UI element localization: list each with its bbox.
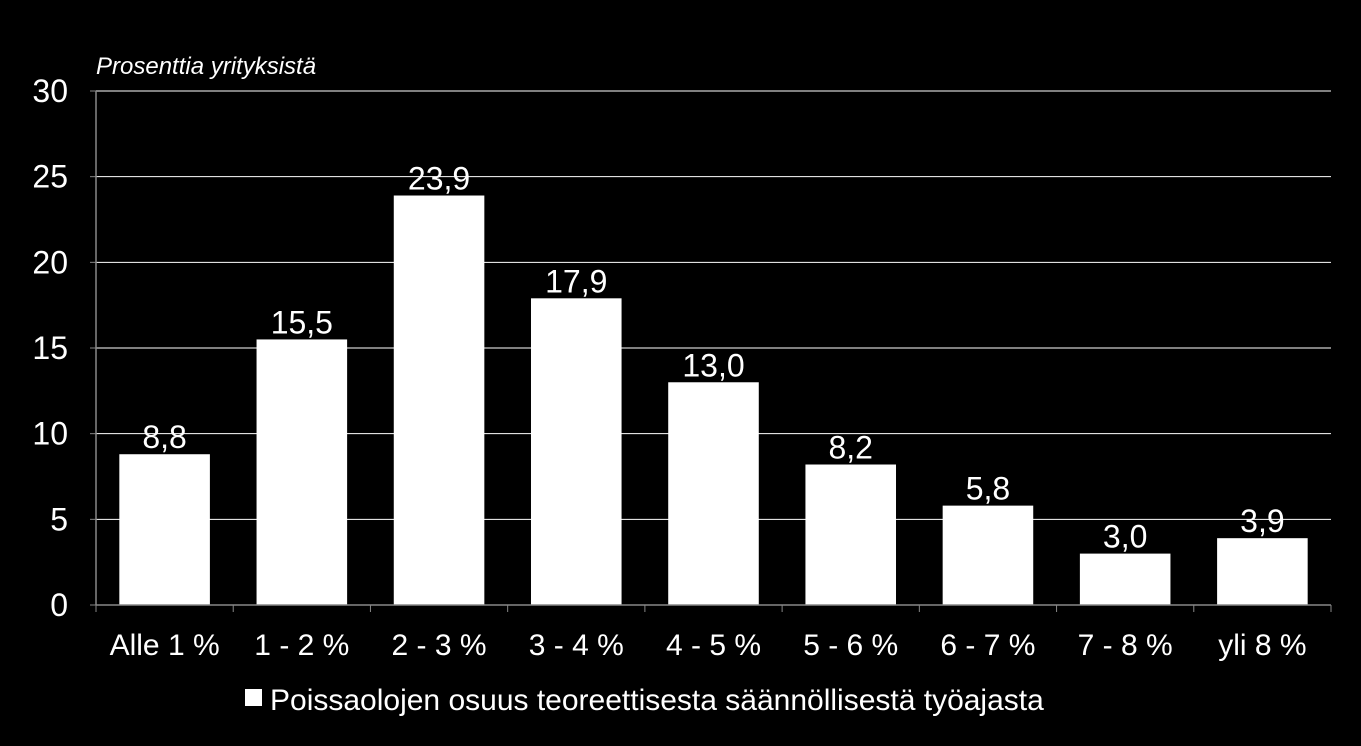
legend-label: Poissaolojen osuus teoreettisesta säännö…	[270, 684, 1044, 717]
x-tick-label: yli 8 %	[1218, 629, 1306, 662]
x-tick-labels: Alle 1 % 1 - 2 % 2 - 3 % 3 - 4 % 4 - 5 % 5 - …	[110, 629, 1307, 662]
y-tick-label: 10	[32, 416, 68, 452]
data-label: 8,8	[142, 419, 186, 455]
x-tick-label: 7 - 8 %	[1078, 629, 1173, 662]
y-tick-label: 5	[50, 501, 68, 537]
data-label: 23,9	[408, 161, 470, 197]
x-tick-label: 6 - 7 %	[940, 629, 1035, 662]
bar	[1079, 553, 1171, 605]
bar	[393, 195, 485, 605]
y-tick-label: 25	[32, 159, 68, 195]
x-tick-label: 4 - 5 %	[666, 629, 761, 662]
x-tick-label: 1 - 2 %	[254, 629, 349, 662]
bar	[530, 298, 622, 605]
data-label: 3,0	[1103, 519, 1147, 555]
x-tick-label: 3 - 4 %	[529, 629, 624, 662]
bars	[119, 195, 1308, 605]
x-tick-label: Alle 1 %	[110, 629, 220, 662]
bar	[942, 505, 1034, 605]
x-tick-label: 5 - 6 %	[803, 629, 898, 662]
axes	[90, 90, 1332, 612]
y-tick-label: 20	[32, 244, 68, 280]
data-label: 8,2	[828, 430, 872, 466]
legend-swatch	[245, 689, 262, 706]
legend: Poissaolojen osuus teoreettisesta säännö…	[245, 684, 1044, 717]
y-tick-label: 15	[32, 330, 68, 366]
data-label: 3,9	[1240, 503, 1284, 539]
data-label: 13,0	[682, 347, 744, 383]
data-label: 5,8	[966, 471, 1010, 507]
data-labels: 8,8 15,5 23,9 17,9 13,0 8,2 5,8 3,0 3,9	[142, 161, 1284, 555]
bar	[119, 454, 210, 605]
bar	[256, 339, 348, 605]
bar	[1217, 538, 1308, 605]
bar	[805, 464, 897, 605]
y-tick-label: 30	[32, 73, 68, 109]
bar	[668, 382, 759, 605]
y-axis-title: Prosenttia yrityksistä	[96, 53, 316, 80]
x-tick-label: 2 - 3 %	[392, 629, 487, 662]
data-label: 17,9	[545, 263, 607, 299]
data-label: 15,5	[271, 304, 333, 340]
y-tick-label: 0	[50, 587, 68, 623]
y-tick-labels: 0 5 10 15 20 25 30	[32, 73, 68, 623]
